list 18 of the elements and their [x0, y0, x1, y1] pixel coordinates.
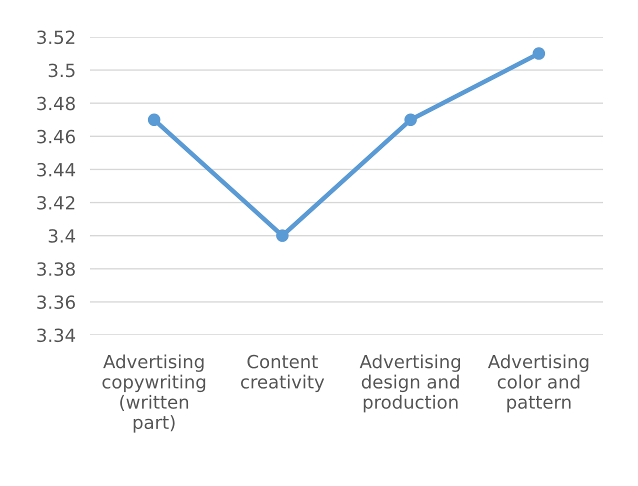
y-tick-label: 3.46: [37, 130, 75, 144]
y-tick-label: 3.42: [37, 196, 74, 210]
point: [532, 47, 546, 60]
y-tick-label: 3.52: [37, 30, 74, 44]
point: [404, 114, 417, 126]
y-tick-label: 3.4: [48, 229, 76, 243]
point: [148, 114, 160, 126]
y-tick-label: 3.34: [37, 328, 76, 342]
y-tick-label: 3.38: [37, 262, 75, 276]
x-tick-label: Advertising copywriting (written part): [102, 354, 206, 433]
point: [276, 229, 289, 242]
y-tick-label: 3.44: [37, 162, 76, 177]
x-tick-label: Content creativity: [241, 354, 324, 392]
y-tick-label: 3.36: [37, 295, 75, 310]
x-tick-label: Advertising design and production: [360, 354, 460, 412]
x-tick-label: Advertising color and pattern: [488, 354, 588, 412]
y-tick-label: 3.5: [48, 64, 75, 78]
y-tick-label: 3.48: [37, 96, 75, 110]
